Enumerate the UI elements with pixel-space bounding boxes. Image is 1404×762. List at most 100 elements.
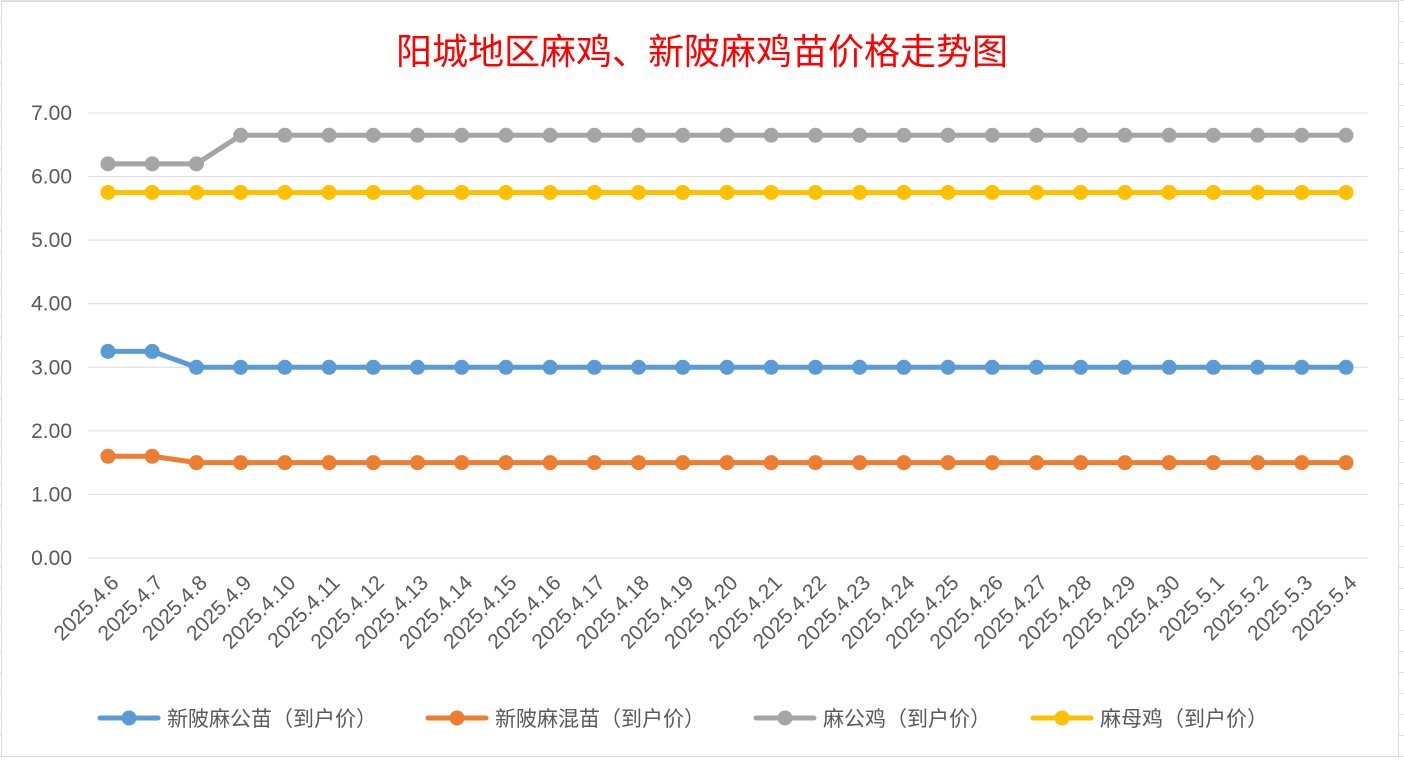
data-point — [410, 359, 425, 375]
data-point — [277, 184, 293, 200]
data-point — [1338, 359, 1354, 375]
data-point — [1161, 455, 1177, 471]
data-point — [1029, 127, 1044, 143]
data-point — [940, 184, 956, 200]
data-point — [1117, 127, 1133, 143]
data-point — [1161, 359, 1177, 375]
data-point — [852, 359, 868, 375]
data-point — [188, 359, 204, 375]
data-point — [365, 455, 381, 471]
data-point — [1250, 127, 1266, 143]
data-point — [1338, 455, 1354, 471]
data-point — [763, 184, 779, 200]
data-point — [277, 455, 293, 471]
data-point — [940, 127, 956, 143]
data-point — [675, 127, 691, 143]
data-point — [984, 184, 1000, 200]
legend-label: 新陂麻混苗（到户价） — [495, 707, 705, 731]
y-tick-label: 7.00 — [31, 102, 72, 125]
data-point — [410, 184, 425, 200]
legend-item[interactable]: 新陂麻公苗（到户价） — [97, 707, 377, 731]
data-point — [1073, 455, 1089, 471]
data-point — [454, 455, 470, 471]
data-point — [1117, 359, 1133, 375]
data-point — [1294, 455, 1310, 471]
data-point — [852, 127, 868, 143]
data-point — [586, 127, 602, 143]
data-point — [940, 455, 956, 471]
series-3 — [100, 184, 1354, 200]
data-point — [1294, 184, 1310, 200]
data-point — [100, 184, 116, 200]
series-lines — [100, 127, 1354, 471]
data-point — [144, 184, 160, 200]
data-point — [410, 127, 425, 143]
data-point — [542, 127, 558, 143]
y-axis-ticks: 0.00 1.00 2.00 3.00 4.00 5.00 6.00 7.00 — [31, 102, 72, 570]
legend-marker — [777, 710, 793, 726]
data-point — [410, 455, 425, 471]
data-point — [144, 156, 160, 172]
data-point — [631, 455, 647, 471]
data-point — [365, 184, 381, 200]
data-point — [365, 359, 381, 375]
data-point — [1161, 184, 1177, 200]
data-point — [1294, 359, 1310, 375]
legend: 新陂麻公苗（到户价） 新陂麻混苗（到户价） 麻公鸡（到户价） 麻母鸡（到户价） — [97, 707, 1268, 731]
legend-item[interactable]: 麻母鸡（到户价） — [1030, 707, 1268, 731]
data-point — [852, 184, 868, 200]
data-point — [896, 455, 912, 471]
data-point — [807, 127, 823, 143]
data-point — [896, 127, 912, 143]
data-point — [1029, 455, 1044, 471]
y-tick-label: 2.00 — [31, 420, 72, 443]
data-point — [454, 359, 470, 375]
y-tick-label: 6.00 — [31, 166, 72, 189]
data-point — [233, 455, 249, 471]
data-point — [1029, 184, 1044, 200]
data-point — [763, 127, 779, 143]
data-point — [188, 184, 204, 200]
data-point — [144, 448, 160, 464]
data-point — [896, 184, 912, 200]
legend-marker — [121, 710, 137, 726]
legend-marker — [1054, 710, 1070, 726]
data-point — [1205, 359, 1221, 375]
data-point — [1073, 359, 1089, 375]
data-point — [233, 359, 249, 375]
data-point — [586, 359, 602, 375]
data-point — [277, 127, 293, 143]
data-point — [675, 359, 691, 375]
data-point — [233, 184, 249, 200]
data-point — [1205, 127, 1221, 143]
data-point — [1117, 184, 1133, 200]
data-point — [807, 184, 823, 200]
data-point — [321, 359, 337, 375]
data-point — [498, 359, 514, 375]
legend-label: 麻公鸡（到户价） — [823, 707, 991, 731]
data-point — [454, 184, 470, 200]
legend-item[interactable]: 麻公鸡（到户价） — [753, 707, 991, 731]
data-point — [100, 343, 116, 359]
legend-label: 麻母鸡（到户价） — [1100, 707, 1268, 731]
y-tick-label: 4.00 — [31, 293, 72, 316]
data-point — [807, 359, 823, 375]
legend-item[interactable]: 新陂麻混苗（到户价） — [425, 707, 705, 731]
data-point — [498, 127, 514, 143]
data-point — [1029, 359, 1044, 375]
data-point — [188, 455, 204, 471]
x-axis-ticks: 2025.4.62025.4.72025.4.82025.4.92025.4.1… — [49, 571, 1361, 654]
data-point — [365, 127, 381, 143]
data-point — [940, 359, 956, 375]
data-point — [144, 343, 160, 359]
series-0 — [100, 343, 1354, 375]
data-point — [719, 455, 735, 471]
data-point — [1073, 184, 1089, 200]
data-point — [1073, 127, 1089, 143]
chart-title: 阳城地区麻鸡、新陂麻鸡苗价格走势图 — [396, 32, 1008, 73]
legend-marker — [449, 710, 465, 726]
data-point — [277, 359, 293, 375]
data-point — [852, 455, 868, 471]
